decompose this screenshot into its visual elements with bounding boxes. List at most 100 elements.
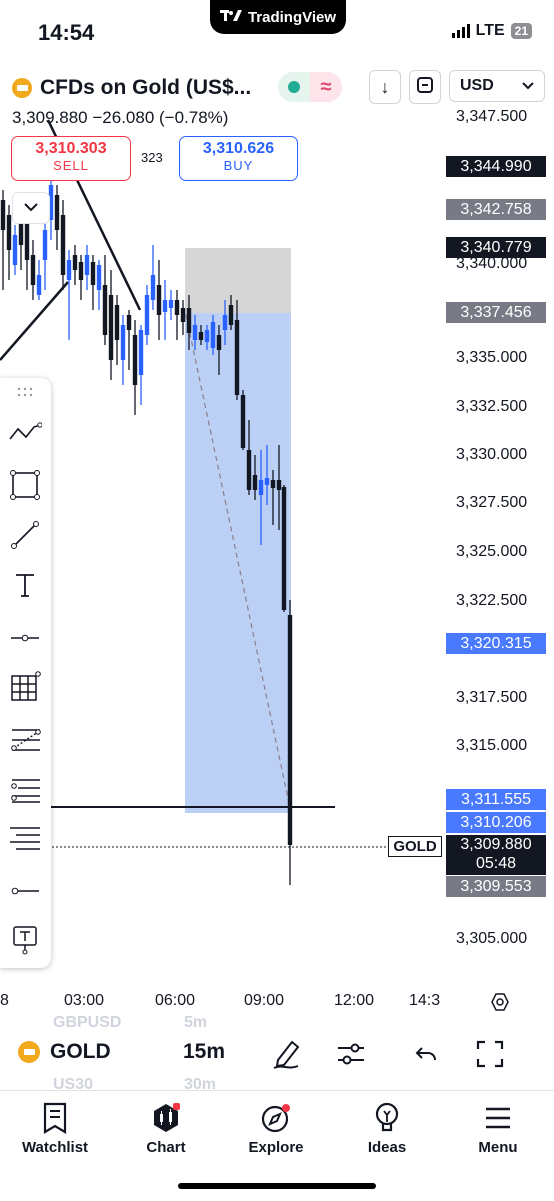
candle-body	[114, 305, 120, 340]
price-label: 3,340.000	[456, 255, 528, 272]
candle-body	[96, 265, 102, 290]
nav-explore[interactable]: Explore	[226, 1101, 326, 1156]
candle-body	[42, 230, 48, 260]
time-label: 8	[0, 992, 9, 1009]
candle-body	[132, 335, 138, 385]
price-label: 3,315.000	[456, 737, 528, 754]
text-note-tool-icon[interactable]	[8, 923, 42, 957]
candle-body	[240, 395, 246, 448]
fullscreen-chart-button[interactable]	[409, 70, 441, 104]
sell-price: 3,310.303	[35, 140, 107, 157]
line-tool-icon[interactable]	[8, 518, 42, 552]
candle-body	[24, 215, 30, 260]
price-badge: 3,320.315	[446, 633, 546, 654]
grid-tool-icon[interactable]	[8, 670, 42, 704]
symbol-label: GOLD	[50, 1040, 111, 1063]
candle-body	[162, 300, 168, 312]
symbol-selector[interactable]: GOLD	[18, 1040, 111, 1064]
settings-hex-icon[interactable]	[490, 992, 510, 1017]
candle-body	[174, 300, 180, 315]
ghost-symbol-below: US30	[53, 1076, 94, 1093]
candle-body	[281, 487, 287, 610]
nav-watchlist[interactable]: Watchlist	[5, 1101, 105, 1156]
price-badge: 3,340.779	[446, 237, 546, 258]
drag-handle-icon[interactable]	[8, 382, 42, 402]
pen-icon[interactable]	[272, 1038, 302, 1075]
home-indicator	[178, 1183, 376, 1189]
candles	[0, 175, 293, 885]
status-time: 14:54	[38, 20, 95, 45]
buy-button[interactable]: 3,310.626 BUY	[179, 136, 298, 181]
nav-menu[interactable]: Menu	[448, 1101, 548, 1156]
rectangle-tool-icon[interactable]	[8, 468, 42, 502]
candle-body	[18, 220, 24, 245]
download-button[interactable]: ↓	[369, 70, 401, 104]
market-status-toggle[interactable]: ≈	[278, 72, 342, 102]
candle-body	[12, 235, 18, 265]
interval-selector[interactable]: 15m	[183, 1040, 226, 1063]
price-label: 3,305.000	[456, 930, 528, 947]
ghost-interval-below: 30m	[184, 1076, 217, 1093]
battery-icon: 21	[510, 23, 532, 39]
candle-body	[90, 262, 96, 285]
price-label: 3,325.000	[456, 543, 528, 560]
candle-body	[144, 295, 150, 335]
fullscreen-icon[interactable]	[475, 1039, 505, 1074]
ghost-symbol-above: GBPUSD	[53, 1014, 122, 1031]
candle-body	[156, 285, 162, 315]
time-label: 03:00	[64, 992, 105, 1009]
nav-label: Explore	[248, 1139, 304, 1156]
candle-body	[180, 308, 186, 322]
time-label: 06:00	[155, 992, 196, 1009]
nav-ideas[interactable]: Ideas	[337, 1101, 437, 1156]
price-label: 3,332.500	[456, 398, 528, 415]
candle-body	[168, 300, 174, 308]
symbol-tag: GOLD	[388, 836, 442, 857]
price-label: 3,347.500	[456, 108, 528, 125]
candle-body	[6, 215, 12, 250]
nav-chart[interactable]: Chart	[116, 1101, 216, 1156]
signal-icon	[451, 24, 470, 38]
ray-tool-icon[interactable]	[8, 874, 42, 908]
undo-icon[interactable]	[414, 1042, 438, 1071]
text-tool-icon[interactable]	[8, 568, 42, 602]
chart-canvas[interactable]	[0, 0, 554, 1020]
candle-body	[234, 320, 240, 395]
current-price: 3,309.880	[460, 836, 532, 853]
candle-body	[120, 325, 126, 360]
ideas-icon	[337, 1101, 437, 1135]
candle-body	[287, 615, 293, 845]
indicators-icon[interactable]	[336, 1040, 366, 1073]
menu-icon	[448, 1101, 548, 1135]
symbol-title[interactable]: CFDs on Gold (US$...	[12, 76, 251, 100]
price-change-line: 3,309.880 −26.080 (−0.78%)	[12, 108, 229, 127]
candle-body	[186, 308, 192, 333]
candle-body	[276, 480, 282, 490]
candle-body	[198, 332, 204, 340]
fib-extension-icon[interactable]	[8, 773, 42, 807]
gold-bars-icon	[18, 1041, 40, 1063]
explore-icon	[226, 1101, 326, 1135]
candle-body	[192, 325, 198, 340]
candle-body	[258, 480, 264, 495]
current-price-badge: 3,309.880 05:48	[446, 835, 546, 875]
candle-body	[216, 335, 222, 350]
nav-label: Ideas	[367, 1139, 407, 1156]
price-badge: 3,309.553	[446, 876, 546, 897]
ghost-interval-above: 5m	[184, 1014, 208, 1031]
nav-label: Chart	[146, 1139, 186, 1156]
watchlist-icon	[5, 1101, 105, 1135]
fib-retracement-icon[interactable]	[8, 723, 42, 757]
pitchfork-icon[interactable]	[8, 821, 42, 855]
sell-button[interactable]: 3,310.303 SELL	[11, 136, 131, 181]
horizontal-line-tool-icon[interactable]	[8, 621, 42, 655]
trend-tool-icon[interactable]	[8, 416, 42, 450]
arrow-down-icon: ↓	[380, 76, 390, 97]
collapse-button[interactable]	[12, 192, 50, 224]
chevron-down-icon	[23, 199, 39, 217]
candle-body	[72, 255, 78, 270]
drawing-toolbar	[0, 378, 51, 968]
time-label: 12:00	[334, 992, 375, 1009]
currency-select[interactable]: USD	[449, 70, 545, 102]
bar-countdown: 05:48	[475, 855, 517, 872]
